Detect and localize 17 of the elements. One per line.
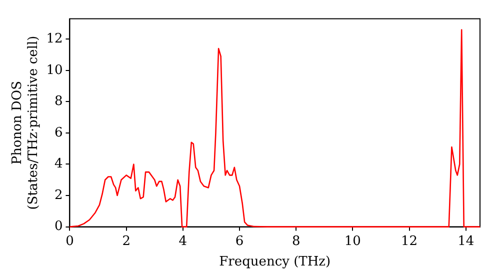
y-axis-title: Phonon DOS (States/THz·primitive cell) <box>10 36 41 210</box>
y-tick-label: 4 <box>54 156 63 172</box>
x-tick-label: 2 <box>122 234 130 249</box>
x-tick-label: 14 <box>458 234 474 249</box>
y-tick-label: 10 <box>46 62 63 78</box>
x-tick-label: 8 <box>292 234 300 249</box>
y-tick-label: 0 <box>54 219 63 234</box>
x-tick-label: 12 <box>400 234 418 249</box>
x-tick-label: 6 <box>235 234 244 249</box>
x-axis-title: Frequency (THz) <box>219 254 331 270</box>
y-tick-label: 8 <box>54 94 63 110</box>
y-tick-label: 2 <box>54 188 63 203</box>
x-tick-label: 10 <box>344 234 361 249</box>
x-tick-label: 4 <box>178 234 188 249</box>
y-tick-label: 6 <box>54 125 63 140</box>
y-tick-label: 12 <box>46 32 63 47</box>
x-tick-label: 0 <box>66 234 74 249</box>
